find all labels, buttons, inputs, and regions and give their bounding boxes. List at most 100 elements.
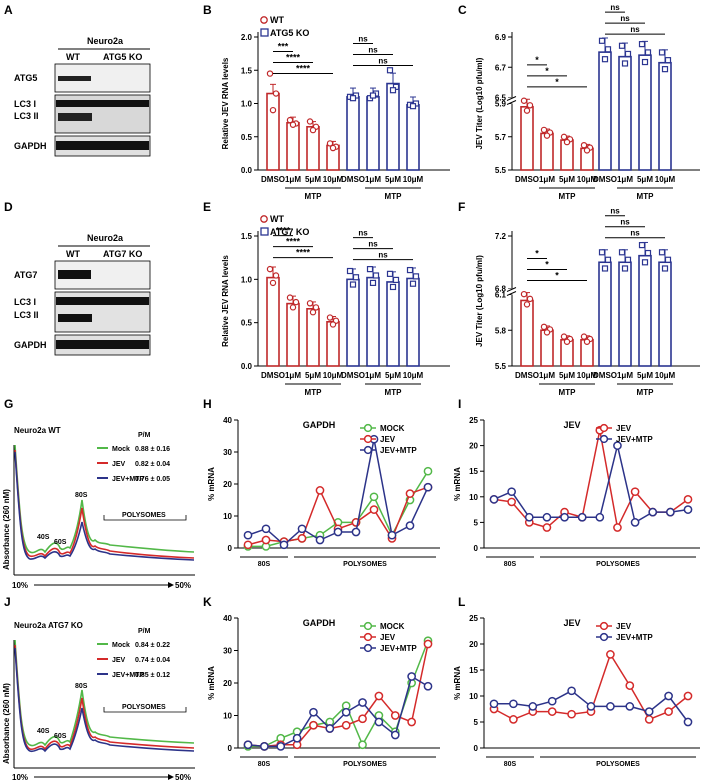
blot-row-label: ATG7 (14, 270, 37, 280)
data-point (523, 107, 531, 114)
y-tick-label: 6.8 (495, 285, 507, 294)
significance-label: **** (286, 53, 301, 63)
series-line (247, 675, 429, 748)
data-point (405, 489, 415, 498)
x-tick-label: DMSO (515, 175, 539, 184)
data-point (423, 639, 433, 649)
axis-break (506, 291, 517, 296)
data-point (405, 521, 415, 530)
data-point (260, 742, 269, 751)
x-tick-label: 10μM (577, 175, 598, 184)
legend-label: Mock (112, 642, 130, 649)
data-point (644, 707, 654, 716)
peak-label: 80S (75, 683, 88, 690)
region-label: 80S (258, 761, 271, 768)
y-tick-label: 25 (469, 614, 478, 623)
bar-chart-f: 5.5 5.8 6.16.8 7.2 JEV Titer (Log10 pfu/ml) D… (475, 207, 700, 397)
data-point (542, 512, 552, 522)
y-tick-label: 30 (223, 448, 232, 457)
gradient-start: 10% (12, 581, 28, 590)
region-label: POLYSOMES (122, 512, 166, 519)
data-point (389, 87, 397, 94)
polysome-profile-g: Neuro2a WT P/M Mock 0.88 ± 0.16 JEV 0.82… (2, 426, 195, 590)
blot-row-label: GAPDH (14, 141, 47, 151)
y-tick-label: 0 (474, 744, 479, 753)
x-tick-label: 1μM (365, 175, 381, 184)
legend-label: JEV+MTP (112, 672, 144, 679)
gradient-end: 50% (175, 773, 191, 782)
x-tick-label: 1μM (285, 175, 301, 184)
x-tick-label: 1μM (365, 371, 381, 380)
region-label: POLYSOMES (122, 704, 166, 711)
data-point (374, 717, 384, 727)
significance-label: * (545, 259, 549, 269)
significance-label: ns (358, 35, 368, 44)
data-point (604, 256, 612, 263)
peak-label: 60S (54, 539, 67, 546)
group-label: MTP (637, 388, 655, 397)
y-tick-label: 5 (474, 518, 479, 527)
bar (266, 92, 280, 171)
pm-value: 0.84 ± 0.22 (135, 642, 170, 649)
legend-label: ATG5 KO (270, 28, 309, 38)
legend-marker (599, 632, 609, 642)
bar (658, 261, 672, 367)
bar (406, 277, 420, 367)
significance-label: ns (610, 207, 620, 216)
data-point (269, 106, 277, 114)
group-label: MTP (305, 388, 323, 397)
bar (618, 55, 632, 171)
data-point (243, 530, 253, 540)
peak-label: 60S (54, 733, 67, 740)
data-point (644, 715, 654, 724)
data-point (613, 523, 622, 532)
chart-marks: 0.0 0.5 1.0 1.5 2.0 Relative JEV RNA levels DM… (207, 3, 700, 768)
data-point (326, 314, 334, 321)
y-axis-label: % mRNA (207, 666, 216, 700)
y-tick-label: 5.5 (495, 166, 507, 175)
significance-label: **** (296, 248, 311, 258)
data-point (409, 280, 417, 287)
band-gapdh (56, 141, 149, 150)
significance-label: ns (620, 14, 630, 23)
data-point (369, 505, 379, 514)
y-tick-label: 6.5 (495, 94, 507, 103)
data-point (683, 717, 693, 727)
bar (540, 132, 554, 171)
data-point (266, 70, 274, 77)
data-point (406, 266, 414, 274)
panel-label-c: C (458, 3, 467, 17)
bar (520, 299, 534, 367)
panel-label-l: L (458, 595, 465, 609)
x-tick-label: DMSO (593, 175, 617, 184)
blot-cell-line: Neuro2a (87, 36, 124, 46)
legend-label: JEV+MTP (616, 435, 653, 444)
y-axis-label: % mRNA (207, 467, 216, 501)
series-line (493, 430, 689, 530)
significance-label: * (535, 55, 539, 65)
bar (366, 276, 380, 367)
data-point (297, 524, 307, 534)
y-tick-label: 30 (223, 647, 232, 656)
data-point (601, 265, 609, 272)
data-point (567, 686, 576, 696)
bar (366, 96, 380, 171)
data-point (540, 323, 548, 331)
y-tick-label: 15 (469, 666, 478, 675)
gradient-start: 10% (12, 773, 28, 782)
data-point (547, 696, 557, 706)
y-tick-label: 20 (223, 480, 232, 489)
data-point (664, 707, 673, 716)
x-tick-label: 5μM (305, 371, 321, 380)
legend-marker (363, 632, 373, 642)
bar (386, 281, 400, 367)
western-blot-a: Neuro2a WT ATG5 KO ATG5 LC3 I LC3 II GAP… (14, 36, 151, 157)
data-point (641, 58, 649, 66)
data-point (329, 321, 337, 328)
data-point (583, 338, 591, 345)
data-point (423, 681, 433, 691)
x-tick-label: DMSO (515, 371, 539, 380)
data-point (583, 147, 591, 154)
blot-ko-label: ATG7 KO (103, 249, 142, 259)
legend-label: JEV (112, 657, 126, 664)
